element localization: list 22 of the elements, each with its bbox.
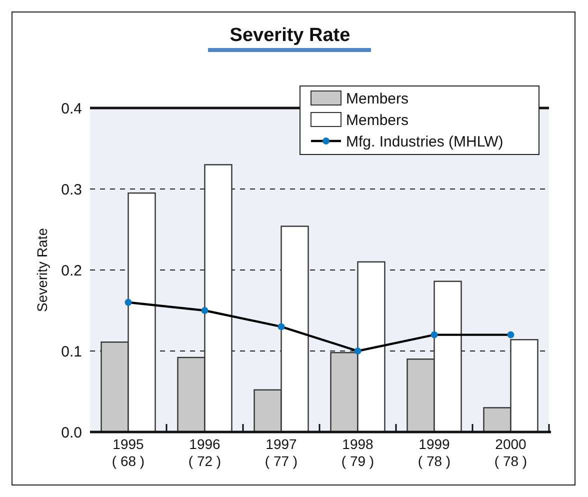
legend-label: Members [346,90,409,108]
point [201,307,208,314]
legend-label: Mfg. Industries (MHLW) [346,133,504,150]
point [278,323,285,330]
point [430,331,438,338]
legend-label: Members [346,112,409,129]
y-axis-title: Severity Rate [34,228,50,312]
y-tick-label: 0.0 [61,424,82,442]
x-tick-label: 1995 ( 68 ) [112,436,145,469]
point [507,331,514,338]
point [354,348,362,354]
y-tick-label: 0.2 [61,262,82,280]
x-tick-label: 1998 ( 79 ) [341,436,374,469]
y-tick-label: 0.4 [61,100,82,118]
y-tick-label: 0.1 [61,343,82,360]
x-tick-label: 1996 ( 72 ) [188,436,222,469]
x-tick-label: 1997 ( 77 ) [264,436,298,469]
chart-title: Severity Rate [230,25,350,46]
point [124,298,132,306]
x-tick-label: 2000 ( 78 ) [494,436,528,469]
y-tick-label: 0.3 [61,181,82,198]
x-tick-label: 1999 ( 78 ) [418,436,451,469]
